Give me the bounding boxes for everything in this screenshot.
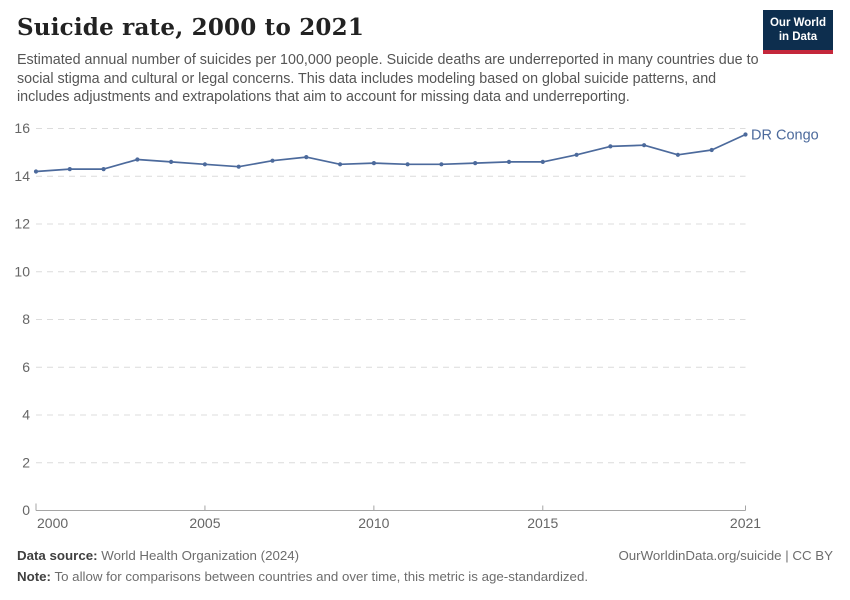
y-tick-label: 16 [14,120,30,136]
data-point [574,152,579,157]
data-point [608,144,613,149]
owid-logo: Our World in Data [762,10,833,54]
data-point [540,159,545,164]
data-point [371,161,376,166]
y-tick-label: 8 [22,311,30,327]
y-tick-label: 12 [14,216,30,232]
data-source-text: Data source: World Health Organization (… [17,548,299,563]
footer-sources-row: Data source: World Health Organization (… [17,548,833,563]
page-title: Suicide rate, 2000 to 2021 [17,14,365,41]
data-point [67,167,72,172]
series-end-label: DR Congo [751,127,819,143]
data-point [338,162,343,167]
data-point [506,159,512,164]
data-point [101,167,106,172]
y-tick-label: 4 [22,407,30,423]
data-point [743,132,748,137]
series-line [35,133,747,173]
x-tick-label: 2010 [358,515,389,531]
chart-subtitle: Estimated annual number of suicides per … [17,52,759,106]
data-point [169,159,174,164]
data-point [135,157,140,162]
license-link-text: OurWorldinData.org/suicide | CC BY [618,548,833,563]
data-point [405,162,410,167]
x-tick-label: 2005 [189,515,220,531]
y-tick-label: 14 [14,168,30,184]
note-value: To allow for comparisons between countri… [50,569,589,584]
data-point [642,143,647,148]
x-tick-label: 2000 [37,515,68,531]
data-point [236,164,241,169]
data-source-value: World Health Organization (2024) [97,548,300,563]
data-point [439,162,444,167]
y-tick-label: 10 [14,263,30,279]
line-chart: 0 2 4 6 8 10 12 14 16 2000 2005 2010 2015 2021 DR Cong… [14,120,819,531]
footer-note-row: Note: To allow for comparisons between c… [17,569,833,584]
data-point [304,155,309,160]
data-source-label: Data source: [17,548,98,563]
data-point [33,169,39,174]
data-point [473,161,478,166]
data-point [270,158,275,163]
x-tick-label: 2015 [527,515,558,531]
data-point [202,162,207,167]
data-point [675,152,681,157]
owid-logo-line1: Our World [769,17,826,29]
data-point [709,147,714,153]
note-label: Note: [17,569,51,584]
y-tick-label: 0 [22,502,30,518]
y-tick-label: 6 [22,359,30,375]
x-tick-label: 2021 [730,515,761,531]
owid-logo-line2: in Data [778,31,818,44]
y-tick-label: 2 [22,454,30,470]
